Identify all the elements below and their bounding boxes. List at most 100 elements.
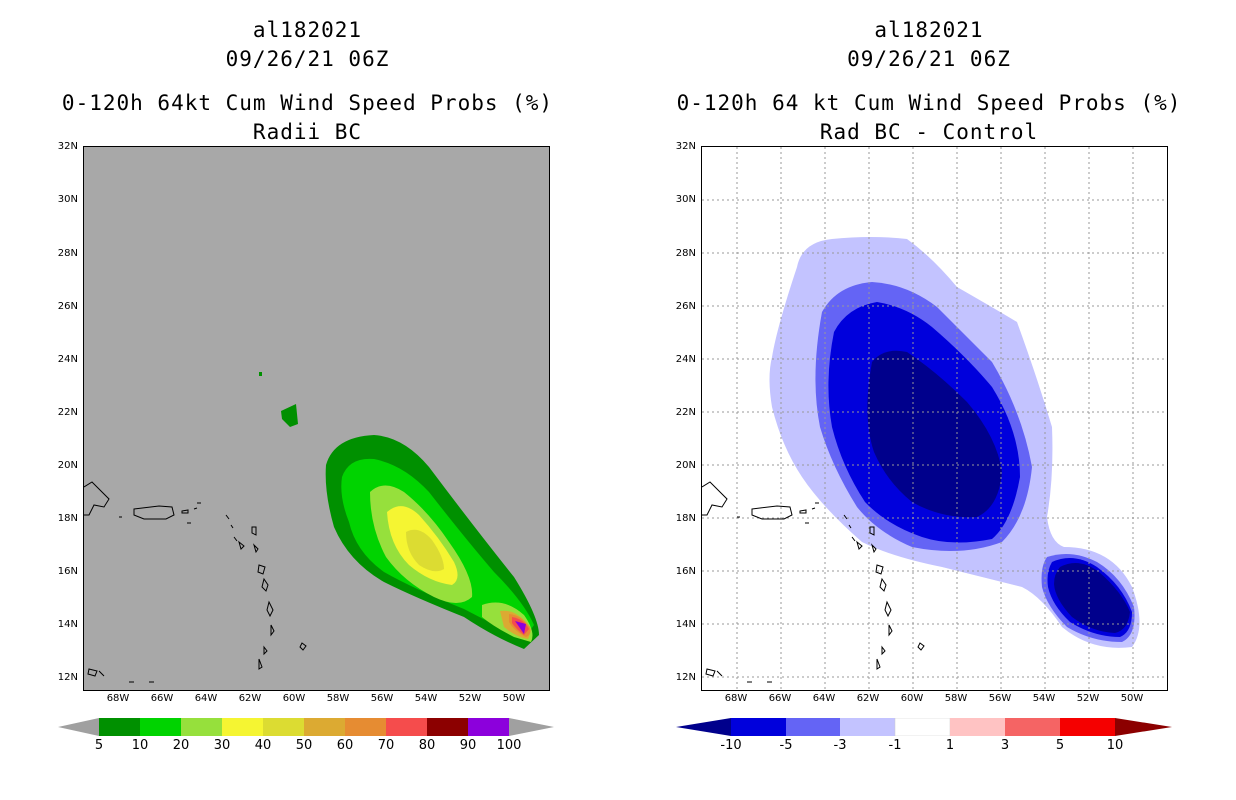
left-colorbar-label: 10 xyxy=(131,738,149,753)
coast-puerto-rico xyxy=(751,505,793,520)
left-lat-label: 28N xyxy=(57,248,78,259)
left-colorbar-bin xyxy=(181,718,222,736)
diff-minus10 xyxy=(867,350,1002,518)
coast-antilles-2 xyxy=(879,577,893,637)
left-storm-id: al182021 xyxy=(252,18,363,42)
left-colorbar-arrow-left xyxy=(58,718,99,736)
left-colorbar-label: 50 xyxy=(295,738,313,753)
left-lat-label: 24N xyxy=(57,354,78,365)
left-map-svg xyxy=(84,147,549,690)
left-subtitle: Radii BC xyxy=(252,120,363,144)
right-subtitle: Rad BC - Control xyxy=(819,120,1039,144)
left-colorbar xyxy=(58,718,554,736)
left-colorbar-bin xyxy=(140,718,181,736)
left-colorbar-label: 70 xyxy=(377,738,395,753)
left-colorbar-bin xyxy=(304,718,345,736)
right-lon-label: 52W xyxy=(1076,693,1100,704)
left-lat-label: 20N xyxy=(57,460,78,471)
coast-hispaniola xyxy=(84,481,110,516)
left-colorbar-label: 100 xyxy=(496,738,522,753)
left-colorbar-arrow-right xyxy=(509,718,554,736)
right-colorbar-label: -5 xyxy=(779,738,793,753)
right-difference-contours xyxy=(769,237,1140,648)
left-lon-label: 66W xyxy=(150,693,174,704)
right-lat-label: 22N xyxy=(675,407,696,418)
left-datetime: 09/26/21 06Z xyxy=(225,47,390,71)
left-colorbar-label: 30 xyxy=(213,738,231,753)
left-colorbar-bin xyxy=(345,718,386,736)
right-colorbar-bin xyxy=(731,718,786,736)
right-lon-label: 54W xyxy=(1032,693,1056,704)
coast-hispaniola xyxy=(702,481,728,516)
right-lat-label: 14N xyxy=(675,619,696,630)
coast-antilles-1 xyxy=(238,540,266,575)
coast-antilles-1 xyxy=(856,540,884,575)
left-colorbar-label: 80 xyxy=(418,738,436,753)
right-datetime: 09/26/21 06Z xyxy=(847,47,1011,71)
right-lat-label: 16N xyxy=(675,566,696,577)
right-colorbar-label: 5 xyxy=(1055,738,1065,753)
right-colorbar-bin xyxy=(786,718,840,736)
right-coastlines xyxy=(702,481,925,683)
diff-minus10b xyxy=(1054,563,1130,633)
right-colorbar-bin xyxy=(950,718,1005,736)
right-lon-label: 68W xyxy=(724,693,748,704)
left-lon-label: 50W xyxy=(502,693,526,704)
left-lat-label: 30N xyxy=(57,194,78,205)
right-colorbar-label: 10 xyxy=(1106,738,1124,753)
right-colorbar-arrow-right xyxy=(1115,718,1172,736)
coast-venezuela xyxy=(705,668,772,683)
right-lon-label: 60W xyxy=(900,693,924,704)
right-lon-label: 62W xyxy=(856,693,880,704)
coast-antilles-2 xyxy=(261,577,275,637)
left-lat-label: 12N xyxy=(57,672,78,683)
left-probability-contours xyxy=(259,372,539,649)
right-storm-id: al182021 xyxy=(874,18,984,42)
left-lon-label: 60W xyxy=(282,693,306,704)
left-colorbar-label: 60 xyxy=(336,738,354,753)
left-lat-label: 14N xyxy=(57,619,78,630)
left-colorbar-label: 40 xyxy=(254,738,272,753)
right-map xyxy=(701,146,1168,691)
right-product-title: 0-120h 64 kt Cum Wind Speed Probs (%) xyxy=(676,91,1182,115)
left-map xyxy=(83,146,550,691)
left-lat-label: 32N xyxy=(57,141,78,152)
right-lat-label: 18N xyxy=(675,513,696,524)
coast-puerto-rico xyxy=(133,505,175,520)
right-lon-label: 56W xyxy=(988,693,1012,704)
left-colorbar-bin xyxy=(386,718,427,736)
left-lon-label: 62W xyxy=(238,693,262,704)
left-lat-label: 22N xyxy=(57,407,78,418)
coast-small-2 xyxy=(799,502,819,524)
left-colorbar-label: 90 xyxy=(459,738,477,753)
left-lon-label: 54W xyxy=(414,693,438,704)
coast-small-3 xyxy=(225,514,257,542)
right-gridlines xyxy=(702,147,1167,690)
right-map-svg xyxy=(702,147,1167,690)
right-lon-label: 64W xyxy=(812,693,836,704)
left-colorbar-bin xyxy=(468,718,509,736)
right-colorbar-bin xyxy=(1005,718,1060,736)
right-lon-label: 58W xyxy=(944,693,968,704)
coast-small-2 xyxy=(181,502,201,524)
right-lat-label: 28N xyxy=(675,248,696,259)
left-lat-label: 16N xyxy=(57,566,78,577)
left-lon-label: 52W xyxy=(458,693,482,704)
coast-venezuela xyxy=(87,668,154,683)
right-lon-label: 66W xyxy=(768,693,792,704)
left-colorbar-label: 5 xyxy=(94,738,104,753)
right-colorbar-bin xyxy=(840,718,895,736)
right-colorbar xyxy=(676,718,1172,736)
left-coastlines xyxy=(84,481,307,683)
right-lat-label: 32N xyxy=(675,141,696,152)
coast-antilles-3 xyxy=(876,642,925,670)
right-lat-label: 24N xyxy=(675,354,696,365)
right-lat-label: 20N xyxy=(675,460,696,471)
left-lon-label: 58W xyxy=(326,693,350,704)
left-lon-label: 68W xyxy=(106,693,130,704)
right-colorbar-label: 1 xyxy=(945,738,955,753)
left-colorbar-bin xyxy=(99,718,140,736)
right-lat-label: 12N xyxy=(675,672,696,683)
right-colorbar-label: -1 xyxy=(888,738,902,753)
right-colorbar-arrow-left xyxy=(676,718,731,736)
